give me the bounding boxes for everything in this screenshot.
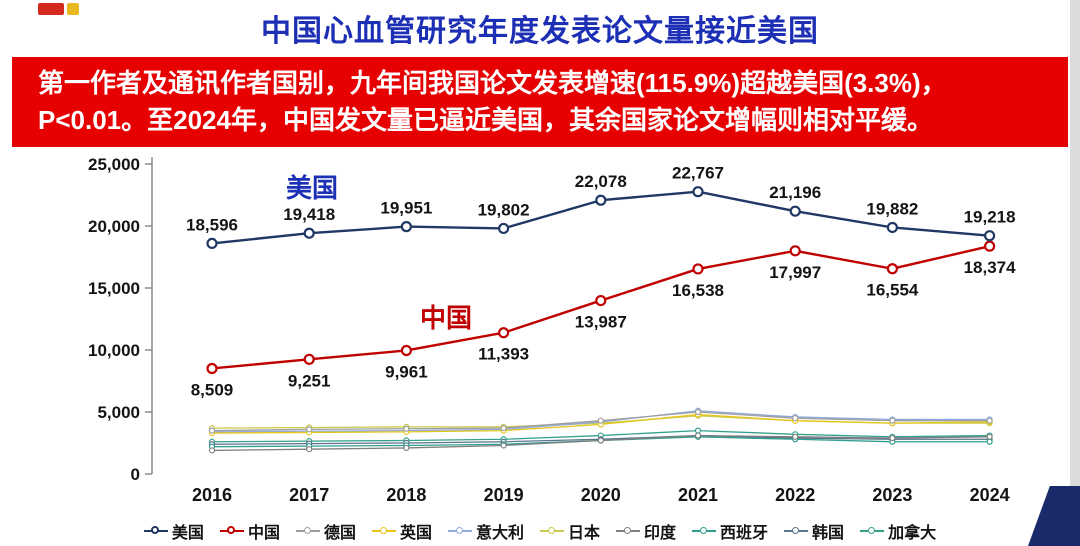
svg-text:2023: 2023 — [872, 485, 912, 505]
svg-text:9,251: 9,251 — [288, 371, 331, 390]
legend-label: 中国 — [247, 524, 280, 542]
svg-text:5,000: 5,000 — [97, 403, 140, 422]
legend-item: 德国 — [295, 519, 356, 543]
legend-label: 美国 — [171, 524, 204, 542]
publications-line-chart: 25,000 20,000 15,000 10,000 5,000 0 2016 2017 20… — [88, 155, 1017, 505]
legend-item: 中国 — [219, 519, 280, 543]
svg-text:21,196: 21,196 — [769, 183, 821, 202]
svg-text:2018: 2018 — [386, 485, 426, 505]
legend-marker-icon — [616, 525, 641, 537]
legend-marker-icon — [860, 525, 885, 537]
svg-text:19,218: 19,218 — [964, 208, 1016, 227]
svg-text:8,509: 8,509 — [191, 380, 234, 399]
banner-line-1: 第一作者及通讯作者国别，九年间我国论文发表增速(115.9%)超越美国(3.3%… — [38, 68, 947, 98]
legend-item: 美国 — [143, 519, 204, 543]
svg-text:10,000: 10,000 — [88, 341, 140, 360]
svg-text:18,596: 18,596 — [186, 215, 238, 234]
svg-text:20,000: 20,000 — [88, 217, 140, 236]
svg-text:11,393: 11,393 — [478, 345, 529, 364]
svg-text:2020: 2020 — [581, 485, 621, 505]
legend-marker-icon — [784, 525, 809, 537]
legend-label: 印度 — [644, 524, 677, 542]
svg-text:2016: 2016 — [192, 485, 232, 505]
svg-text:22,767: 22,767 — [672, 164, 724, 183]
svg-text:美国: 美国 — [286, 173, 338, 203]
legend-label: 德国 — [323, 524, 356, 542]
legend-item: 加拿大 — [860, 519, 936, 543]
legend-item: 英国 — [371, 519, 432, 543]
legend-label: 加拿大 — [888, 524, 937, 542]
svg-text:0: 0 — [131, 465, 140, 484]
summary-banner: 第一作者及通讯作者国别，九年间我国论文发表增速(115.9%)超越美国(3.3%… — [12, 57, 1068, 147]
legend-marker-icon — [295, 525, 320, 537]
svg-text:17,997: 17,997 — [769, 263, 821, 282]
banner-line-2: P<0.01。至2024年，中国发文量已逼近美国，其余国家论文增幅则相对平缓。 — [38, 104, 933, 135]
svg-text:9,961: 9,961 — [385, 362, 428, 381]
svg-text:22,078: 22,078 — [575, 172, 627, 191]
svg-text:2024: 2024 — [970, 485, 1010, 505]
svg-text:19,418: 19,418 — [283, 205, 335, 224]
chart-area: 25,000 20,000 15,000 10,000 5,000 0 2016 2017 20… — [0, 149, 1080, 519]
legend-item: 意大利 — [447, 519, 524, 543]
legend-label: 英国 — [399, 524, 432, 542]
svg-text:13,987: 13,987 — [575, 312, 627, 331]
svg-text:2021: 2021 — [678, 485, 718, 505]
svg-text:2019: 2019 — [484, 485, 524, 505]
legend-item: 日本 — [540, 519, 600, 543]
svg-text:16,538: 16,538 — [672, 281, 724, 300]
logo-mark-yellow — [67, 3, 79, 15]
legend-label: 意大利 — [475, 524, 524, 542]
legend-label: 西班牙 — [720, 524, 769, 542]
slide-edge-strip — [1070, 0, 1080, 546]
svg-text:15,000: 15,000 — [88, 279, 140, 298]
logo — [38, 3, 79, 15]
legend-marker-icon — [692, 525, 717, 537]
svg-text:中国: 中国 — [420, 303, 472, 333]
svg-text:16,554: 16,554 — [866, 281, 919, 300]
legend-item: 西班牙 — [692, 519, 768, 543]
svg-text:25,000: 25,000 — [88, 155, 140, 174]
svg-text:19,802: 19,802 — [478, 200, 530, 219]
page-title: 中国心血管研究年度发表论文量接近美国 — [261, 15, 819, 48]
legend-marker-icon — [371, 525, 396, 537]
svg-text:2017: 2017 — [289, 485, 329, 505]
legend-label: 日本 — [568, 524, 601, 542]
legend-item: 韩国 — [784, 519, 844, 543]
logo-mark-red — [38, 3, 64, 15]
svg-text:19,951: 19,951 — [380, 198, 432, 217]
svg-text:18,374: 18,374 — [964, 258, 1017, 277]
legend-marker-icon — [447, 525, 472, 537]
legend-item: 印度 — [616, 519, 676, 543]
legend-marker-icon — [219, 525, 244, 537]
svg-text:2022: 2022 — [775, 485, 815, 505]
legend-label: 韩国 — [812, 524, 845, 542]
legend-marker-icon — [540, 525, 564, 537]
svg-text:19,882: 19,882 — [866, 199, 918, 218]
chart-legend: 美国 中国 德国 英国 意大利 日本 印度 西班牙 韩国 加拿大 — [0, 519, 1080, 543]
legend-marker-icon — [143, 525, 168, 537]
